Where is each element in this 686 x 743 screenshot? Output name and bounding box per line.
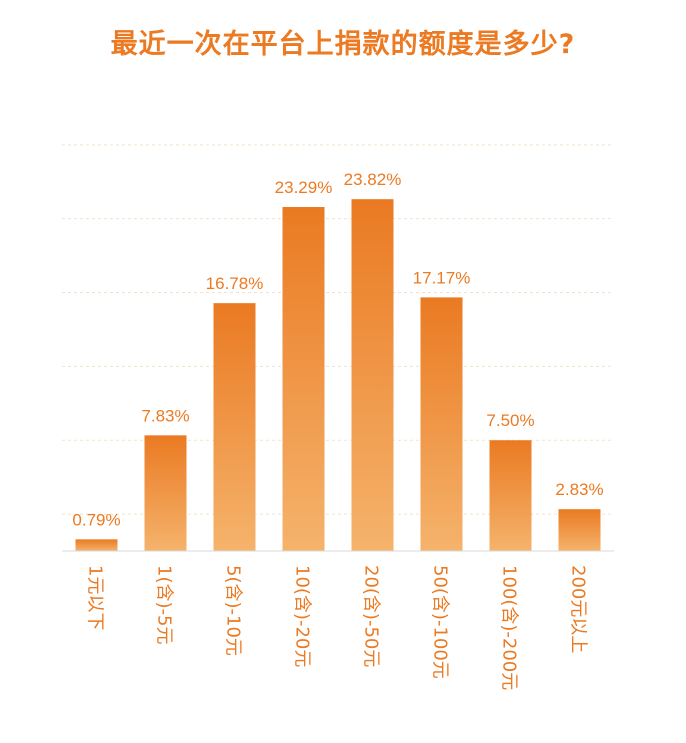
value-label: 0.79% xyxy=(72,510,120,529)
category-label: 200元以上 xyxy=(568,565,589,653)
category-label: 5(含)-10元 xyxy=(223,565,244,656)
value-label: 23.29% xyxy=(275,178,333,197)
category-labels: 1元以下 1(含)-5元 5(含)-10元 10(含)-20元 20(含)-50元 50(… xyxy=(85,565,589,690)
value-labels: 0.79% 7.83% 16.78% 23.29% 23.82% 17.17% 7.50% 2… xyxy=(72,170,603,529)
value-label: 17.17% xyxy=(413,268,471,287)
category-label: 100(含)-200元 xyxy=(499,565,520,690)
bar xyxy=(75,539,118,551)
value-label: 16.78% xyxy=(206,274,264,293)
value-label: 7.83% xyxy=(141,406,189,425)
bar xyxy=(351,199,394,552)
bar xyxy=(558,509,601,551)
category-label: 20(含)-50元 xyxy=(361,565,382,667)
bars xyxy=(75,199,601,552)
bar xyxy=(144,435,187,551)
value-label: 7.50% xyxy=(486,411,534,430)
category-label: 1元以下 xyxy=(85,565,106,630)
category-label: 1(含)-5元 xyxy=(154,565,175,644)
value-label: 2.83% xyxy=(555,480,603,499)
bar xyxy=(213,303,256,551)
bar xyxy=(489,440,532,551)
category-label: 10(含)-20元 xyxy=(292,565,313,667)
bar xyxy=(420,297,463,551)
chart-title: 最近一次在平台上捐款的额度是多少? xyxy=(110,29,576,60)
value-label: 23.82% xyxy=(344,170,402,189)
bar xyxy=(282,207,325,551)
category-label: 50(含)-100元 xyxy=(430,565,451,679)
